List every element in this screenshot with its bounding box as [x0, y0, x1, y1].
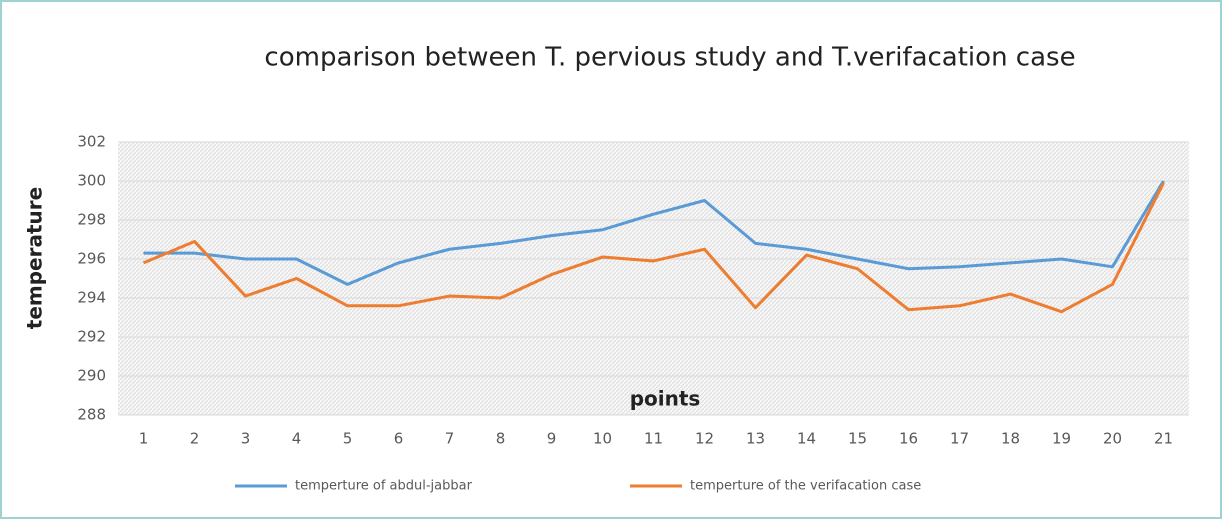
legend-label: temperture of abdul-jabbar: [295, 479, 473, 494]
y-tick-label: 298: [77, 211, 106, 229]
y-tick-label: 302: [77, 133, 106, 151]
y-tick-label: 292: [77, 328, 106, 346]
x-tick-label: 21: [1154, 430, 1173, 448]
x-tick-label: 3: [241, 430, 251, 448]
x-tick-label: 4: [292, 430, 302, 448]
y-tick-label: 294: [77, 289, 106, 307]
x-tick-label: 20: [1103, 430, 1122, 448]
x-tick-label: 1: [139, 430, 149, 448]
x-tick-label: 16: [899, 430, 918, 448]
series-line: [142, 182, 1165, 314]
y-tick-label: 288: [77, 406, 106, 424]
x-tick-label: 2: [190, 430, 200, 448]
y-tick-label: 296: [77, 250, 106, 268]
x-tick-label: 10: [593, 430, 612, 448]
x-tick-label: 7: [445, 430, 455, 448]
x-tick-label: 5: [343, 430, 353, 448]
y-axis-label: temperature: [23, 187, 47, 329]
x-tick-label: 15: [848, 430, 867, 448]
legend-label: temperture of the verifacation case: [690, 479, 921, 494]
x-tick-label: 8: [496, 430, 506, 448]
x-tick-label: 13: [746, 430, 765, 448]
x-tick-label: 18: [1001, 430, 1020, 448]
y-tick-label: 290: [77, 367, 106, 385]
x-tick-label: 11: [644, 430, 663, 448]
x-tick-label: 14: [797, 430, 816, 448]
chart-title: comparison between T. pervious study and…: [264, 43, 1075, 73]
series-line: [143, 180, 1165, 286]
x-tick-label: 12: [695, 430, 714, 448]
x-tick-label: 9: [547, 430, 557, 448]
x-tick-label: 6: [394, 430, 404, 448]
x-tick-label: 19: [1052, 430, 1071, 448]
y-tick-label: 300: [77, 172, 106, 190]
x-axis-label: points: [630, 387, 701, 411]
plot-area: [118, 142, 1189, 415]
x-tick-label: 17: [950, 430, 969, 448]
